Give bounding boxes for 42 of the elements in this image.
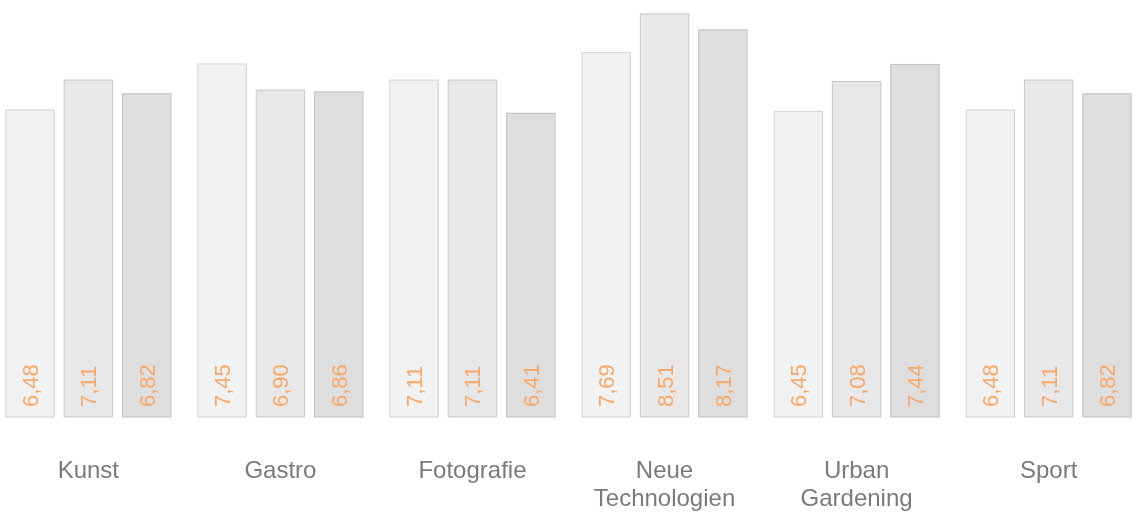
- data-label: 8,51: [652, 364, 678, 407]
- data-label: 6,82: [134, 364, 160, 407]
- data-label: 7,11: [76, 365, 102, 407]
- data-label: 6,48: [17, 364, 43, 407]
- x-tick-label: Fotografie: [418, 456, 527, 483]
- bar: [314, 91, 364, 418]
- bar: [773, 110, 823, 418]
- bar: [5, 109, 55, 418]
- data-label: 7,69: [594, 364, 620, 407]
- bar: [965, 109, 1016, 418]
- data-label: 7,45: [210, 364, 236, 407]
- bar: [506, 112, 556, 418]
- data-label: 6,45: [786, 364, 812, 407]
- bar: [890, 63, 940, 418]
- data-label: 7,11: [402, 365, 428, 407]
- x-tick-label: Kunst: [57, 456, 120, 483]
- bar: [63, 79, 114, 418]
- bar: [255, 89, 306, 418]
- data-label: 7,11: [1036, 365, 1062, 407]
- x-tick-label: Urban Gardening: [800, 456, 913, 511]
- x-tick-label: Gastro: [244, 456, 317, 483]
- bar: [1082, 93, 1132, 418]
- bar: [389, 79, 439, 418]
- data-label: 6,90: [268, 364, 294, 407]
- bar: [121, 93, 172, 418]
- data-label: 7,11: [460, 365, 486, 407]
- bar: [197, 63, 247, 418]
- bar: [581, 52, 631, 418]
- data-label: 6,48: [978, 364, 1004, 407]
- data-label: 6,82: [1095, 364, 1121, 407]
- bar: [447, 79, 498, 418]
- bar: [1023, 79, 1074, 418]
- data-label: 8,17: [710, 364, 736, 407]
- bar: [639, 13, 690, 418]
- x-tick-label: Sport: [1019, 456, 1078, 483]
- x-tick-label: Neue Technologien: [593, 456, 736, 511]
- data-label: 7,08: [844, 364, 870, 407]
- data-label: 7,44: [902, 364, 928, 407]
- bar: [698, 29, 748, 418]
- bar: [831, 81, 882, 418]
- data-label: 6,41: [518, 364, 544, 407]
- data-label: 6,86: [326, 364, 352, 407]
